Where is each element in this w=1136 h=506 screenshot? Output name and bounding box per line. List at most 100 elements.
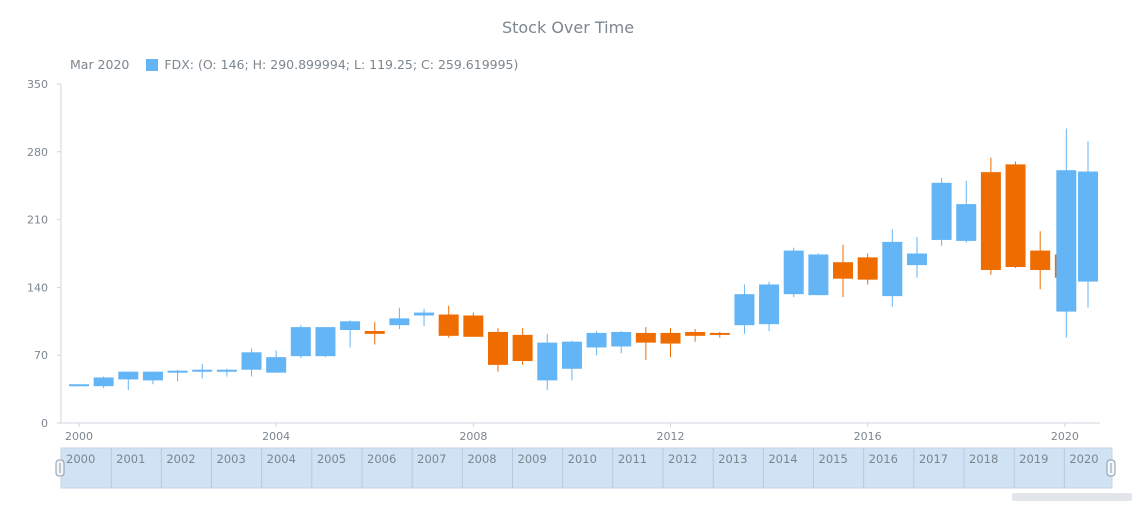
candle-body (956, 204, 977, 241)
candle-falling (709, 331, 730, 338)
candle-body (364, 330, 385, 334)
candle-body (808, 254, 829, 296)
candle-rising (192, 363, 213, 379)
candle-body (1030, 250, 1051, 270)
candle-rising (290, 325, 311, 359)
scroller-selected-range[interactable] (60, 447, 1113, 489)
candle-rising (93, 376, 114, 389)
scroller-year-label: 2003 (217, 452, 246, 466)
chart-title: Stock Over Time (501, 18, 635, 37)
candle-body (315, 327, 336, 357)
x-tick-label: 2016 (854, 430, 882, 443)
range-scroller[interactable]: 2000 2001 2002 2003 2004 2005 2006 2007 2008 2009… (55, 447, 1132, 501)
scroller-year-label: 2020 (1069, 452, 1098, 466)
legend: Mar 2020 FDX: (O: 146; H: 290.899994; L:… (70, 57, 518, 72)
candle-rising (586, 330, 607, 356)
candles (69, 128, 1098, 391)
candle-rising (1056, 128, 1077, 338)
x-tick-label: 2012 (656, 430, 684, 443)
candle-body (833, 262, 854, 279)
candle-rising (414, 308, 435, 327)
candle-body (931, 182, 952, 240)
candle-rising (906, 237, 927, 278)
candle-falling (857, 253, 878, 285)
scroller-year-label: 2013 (718, 452, 747, 466)
candle-rising (167, 369, 188, 382)
candle-rising (783, 247, 804, 298)
candle-falling (438, 305, 459, 338)
candle-body (118, 371, 139, 380)
candle-rising (1078, 141, 1098, 308)
y-tick-label: 210 (27, 214, 48, 227)
scroller-year-label: 2019 (1019, 452, 1048, 466)
legend-swatch (146, 58, 159, 71)
candle-falling (660, 328, 681, 358)
axes: 0 70 140 210 280 350 2000 2004 2008 2012 2016 2020 (27, 78, 1100, 443)
scroller-right-handle[interactable] (1106, 459, 1116, 477)
candle-rising (118, 371, 139, 391)
y-tick-label: 70 (34, 349, 48, 362)
candle-rising (808, 253, 829, 296)
candle-body (192, 369, 213, 372)
candle-body (1005, 164, 1026, 268)
candle-body (216, 369, 237, 372)
scroller-year-label: 2000 (66, 452, 95, 466)
candle-body (586, 332, 607, 348)
candle-falling (364, 322, 385, 345)
scroller-year-label: 2018 (969, 452, 998, 466)
candle-body (414, 312, 435, 316)
candle-falling (463, 312, 484, 337)
scroller-left-handle[interactable] (55, 459, 65, 477)
candle-body (1078, 171, 1098, 282)
candle-rising (882, 229, 903, 307)
scroller-year-label: 2010 (568, 452, 597, 466)
scroller-year-label: 2015 (819, 452, 848, 466)
candle-body (611, 331, 632, 347)
scroller-year-label: 2017 (919, 452, 948, 466)
candle-rising (956, 180, 977, 243)
candle-body (340, 321, 361, 331)
candle-body (734, 294, 755, 326)
scroller-year-label: 2014 (768, 452, 797, 466)
scroller-year-label: 2007 (417, 452, 446, 466)
candle-body (857, 257, 878, 280)
candle-rising (389, 307, 410, 330)
candle-body (660, 332, 681, 344)
candle-falling (833, 244, 854, 298)
candle-falling (487, 328, 508, 372)
candle-rising (69, 384, 89, 387)
y-tick-label: 350 (27, 78, 48, 91)
candle-rising (216, 368, 237, 377)
candle-body (241, 352, 262, 370)
x-tick-label: 2008 (459, 430, 487, 443)
scroller-year-label: 2012 (668, 452, 697, 466)
candle-body (709, 332, 730, 335)
candle-body (266, 357, 287, 373)
candle-rising (241, 348, 262, 377)
scroller-scrollbar[interactable] (1012, 493, 1132, 501)
candle-body (635, 332, 656, 343)
candle-body (487, 331, 508, 365)
candle-body (167, 370, 188, 373)
candle-body (290, 327, 311, 357)
candle-falling (685, 329, 706, 342)
candle-rising (142, 371, 163, 385)
legend-date: Mar 2020 (70, 57, 130, 72)
candle-rising (315, 327, 336, 358)
scroller-year-label: 2001 (116, 452, 145, 466)
candle-falling (635, 327, 656, 361)
y-tick-label: 280 (27, 146, 48, 159)
candle-falling (1005, 161, 1026, 269)
candle-rising (931, 177, 952, 246)
candle-rising (266, 350, 287, 373)
candle-body (142, 371, 163, 381)
y-tick-label: 0 (41, 417, 48, 430)
candle-body (438, 314, 459, 336)
x-tick-label: 2004 (262, 430, 290, 443)
candle-rising (759, 281, 780, 331)
scroller-year-label: 2005 (317, 452, 346, 466)
candle-rising (611, 330, 632, 354)
x-tick-label: 2020 (1051, 430, 1079, 443)
legend-series-ohlc: FDX: (O: 146; H: 290.899994; L: 119.25; … (164, 57, 519, 72)
